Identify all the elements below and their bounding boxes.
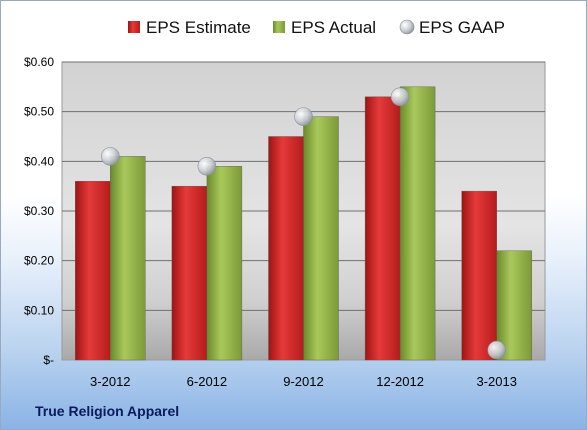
legend-swatch-estimate xyxy=(128,21,140,33)
x-tick-label: 6-2012 xyxy=(187,374,227,389)
y-tick-label: $0.40 xyxy=(24,154,54,168)
bar-eps-estimate xyxy=(171,185,208,361)
bar-eps-actual xyxy=(110,156,146,361)
bar-eps-estimate xyxy=(364,96,401,361)
legend-label-estimate: EPS Estimate xyxy=(146,18,251,37)
legend: EPS Estimate EPS Actual EPS GAAP xyxy=(128,18,505,37)
company-name: True Religion Apparel xyxy=(35,403,179,419)
y-tick-label: $0.50 xyxy=(24,105,54,119)
legend-swatch-actual xyxy=(273,21,285,33)
bar-eps-actual xyxy=(496,250,532,361)
bar-eps-estimate xyxy=(461,190,497,361)
gaap-markers xyxy=(101,87,507,360)
legend-label-actual: EPS Actual xyxy=(291,18,376,37)
bar-eps-actual xyxy=(399,86,436,361)
bar-eps-actual xyxy=(303,116,339,361)
x-tick-label: 9-2012 xyxy=(283,374,323,389)
legend-label-gaap: EPS GAAP xyxy=(419,18,505,37)
y-tick-label: $0.10 xyxy=(24,303,54,317)
bars xyxy=(75,86,532,361)
bar-eps-estimate xyxy=(268,136,304,361)
y-tick-label: $- xyxy=(43,353,54,367)
x-tick-label: 3-2012 xyxy=(90,374,130,389)
y-tick-label: $0.20 xyxy=(24,254,54,268)
marker-eps-gaap xyxy=(390,87,410,107)
marker-eps-gaap xyxy=(294,107,313,126)
x-axis-labels: 3-2012 6-2012 9-2012 12-2012 3-2013 xyxy=(90,374,517,389)
legend-swatch-gaap xyxy=(399,19,415,35)
y-tick-label: $0.60 xyxy=(24,55,54,69)
x-tick-label: 12-2012 xyxy=(376,374,424,389)
bar-eps-actual xyxy=(206,166,243,361)
marker-eps-gaap xyxy=(101,147,120,166)
bar-eps-estimate xyxy=(75,180,111,361)
x-tick-label: 3-2013 xyxy=(476,374,516,389)
y-axis-ticks: $- $0.10 $0.20 $0.30 $0.40 $0.50 $0.60 xyxy=(24,55,54,367)
y-tick-label: $0.30 xyxy=(24,204,54,218)
marker-eps-gaap xyxy=(197,157,217,176)
marker-eps-gaap xyxy=(487,340,507,360)
